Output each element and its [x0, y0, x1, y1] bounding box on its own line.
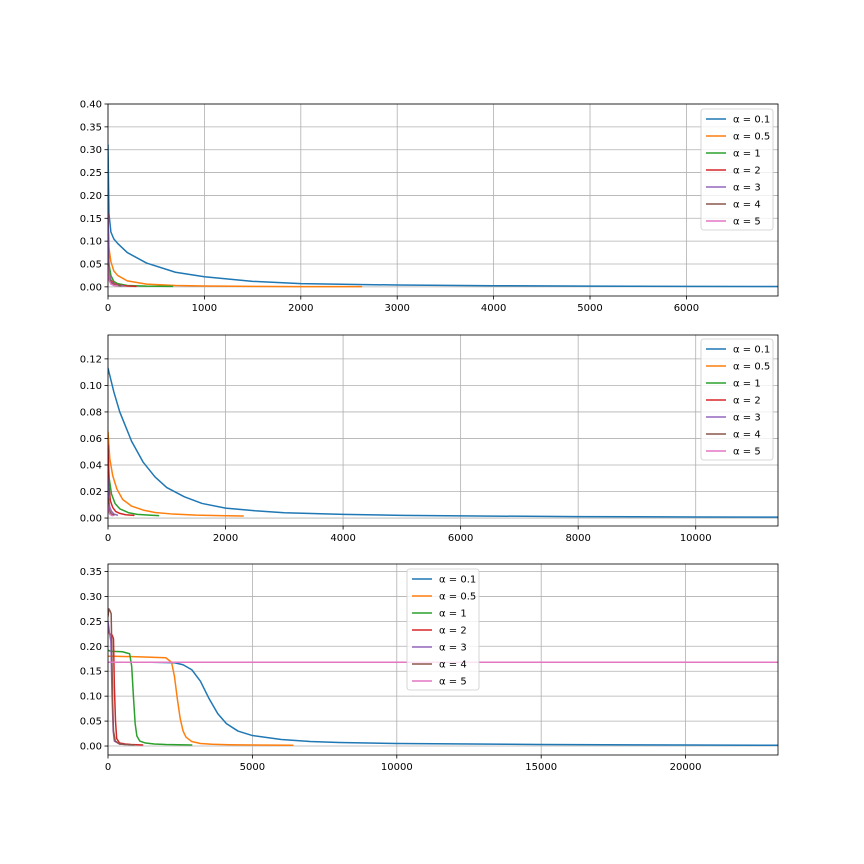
legend-label: α = 5 [439, 677, 467, 688]
y-tick-label: 0.30 [80, 592, 102, 603]
legend-label: α = 4 [733, 430, 761, 441]
series-line-6 [108, 608, 135, 746]
series-line-2 [108, 217, 363, 288]
legend-label: α = 4 [439, 660, 467, 671]
series-line-4 [108, 444, 135, 517]
series-line-7 [108, 265, 119, 287]
x-tick-label: 2000 [288, 303, 313, 314]
y-axis: 0.00 0.05 0.10 0.15 0.20 0.25 0.30 0.35 [80, 567, 108, 753]
y-tick-label: 0.25 [80, 168, 102, 179]
grid [107, 103, 778, 296]
y-tick-label: 0.02 [80, 487, 102, 498]
x-tick-label: 6000 [448, 533, 473, 544]
y-tick-label: 0.00 [80, 742, 102, 753]
x-axis: 0 5000 10000 15000 20000 [105, 755, 702, 773]
subplot-1: 0 1000 2000 3000 4000 5000 6000 0.00 0.05 0.10 0.1… [80, 100, 779, 314]
y-axis: 0.00 0.05 0.10 0.15 0.20 0.25 0.30 0.35 0.40 [80, 100, 108, 293]
x-tick-label: 6000 [674, 303, 699, 314]
x-tick-label: 4000 [330, 533, 355, 544]
legend-label: α = 0.5 [733, 132, 770, 143]
x-tick-label: 4000 [481, 303, 506, 314]
y-tick-label: 0.05 [80, 260, 102, 271]
legend-label: α = 2 [733, 166, 761, 177]
legend-label: α = 1 [733, 149, 761, 160]
series-line-1 [108, 367, 778, 518]
axes-frame [107, 103, 779, 297]
legend-label: α = 0.5 [439, 592, 476, 603]
legend-box [700, 338, 774, 461]
y-tick-label: 0.10 [80, 381, 102, 392]
y-axis: 0.00 0.02 0.04 0.06 0.08 0.10 0.12 [80, 354, 108, 525]
legend-box [700, 108, 774, 231]
x-tick-label: 0 [105, 303, 111, 314]
series-lines [108, 144, 778, 288]
y-tick-label: 0.30 [80, 145, 102, 156]
axes-frame [107, 334, 779, 527]
legend-label: α = 0.1 [733, 115, 770, 126]
x-tick-label: 5000 [240, 762, 265, 773]
legend-box [406, 568, 480, 691]
series-line-3 [108, 448, 160, 517]
subplot-2: 0 2000 4000 6000 8000 100000.000.020.040.060.… [80, 334, 779, 544]
x-tick-label: 0 [105, 533, 111, 544]
y-tick-label: 0.25 [80, 617, 102, 628]
subplot-3: 0 5000 10000 15000 20000 0.00 0.05 0.10 0.15 0.20… [80, 563, 779, 773]
x-axis: 0 2000 4000 6000 8000 10000 [105, 526, 712, 544]
x-axis: 0 1000 2000 3000 4000 5000 6000 [105, 296, 699, 314]
legend: α = 0.1 α = 0.5 α = 1 α = 2 α = 3 α = 4 α = 5 [700, 108, 774, 231]
x-tick-label: 0 [105, 762, 111, 773]
series-lines [108, 367, 778, 518]
x-tick-label: 3000 [384, 303, 409, 314]
y-tick-label: 0.20 [80, 642, 102, 653]
y-tick-label: 0.15 [80, 214, 102, 225]
series-line-2 [108, 431, 244, 517]
legend: α = 0.1 α = 0.5 α = 1 α = 2 α = 3 α = 4 α = 5 [700, 338, 774, 461]
legend: α = 0.1 α = 0.5 α = 1 α = 2 α = 3 α = 4 α = 5 [406, 568, 480, 691]
x-tick-label: 8000 [565, 533, 590, 544]
legend-label: α = 3 [733, 413, 761, 424]
series-line-5 [108, 477, 119, 516]
legend-label: α = 1 [439, 609, 467, 620]
x-tick-label: 10000 [381, 762, 413, 773]
legend-label: α = 2 [439, 626, 467, 637]
y-tick-label: 0.08 [80, 407, 102, 418]
y-tick-label: 0.12 [80, 354, 102, 365]
x-tick-label: 1000 [192, 303, 217, 314]
y-tick-label: 0.00 [80, 514, 102, 525]
legend-label: α = 2 [733, 396, 761, 407]
y-tick-label: 0.40 [80, 100, 102, 111]
y-tick-label: 0.05 [80, 717, 102, 728]
y-tick-label: 0.15 [80, 667, 102, 678]
x-tick-label: 5000 [577, 303, 602, 314]
legend-label: α = 4 [733, 200, 761, 211]
y-tick-label: 0.06 [80, 434, 102, 445]
y-tick-label: 0.04 [80, 460, 102, 471]
series-line-1 [108, 144, 778, 288]
y-tick-label: 0.20 [80, 191, 102, 202]
legend-label: α = 5 [733, 217, 761, 228]
legend-label: α = 5 [733, 447, 761, 458]
legend-label: α = 0.1 [439, 575, 476, 586]
legend-label: α = 0.5 [733, 362, 770, 373]
x-tick-label: 10000 [680, 533, 712, 544]
legend-label: α = 1 [733, 379, 761, 390]
y-tick-label: 0.00 [80, 282, 102, 293]
x-tick-label: 20000 [670, 762, 702, 773]
axes-frame [107, 563, 779, 756]
y-tick-label: 0.35 [80, 567, 102, 578]
y-tick-label: 0.35 [80, 122, 102, 133]
legend-label: α = 3 [439, 643, 467, 654]
y-tick-label: 0.10 [80, 692, 102, 703]
legend-label: α = 3 [733, 183, 761, 194]
series-line-3 [108, 649, 193, 746]
x-tick-label: 15000 [525, 762, 557, 773]
y-tick-label: 0.10 [80, 237, 102, 248]
series-line-2 [108, 655, 294, 747]
x-tick-label: 2000 [213, 533, 238, 544]
legend-label: α = 0.1 [733, 345, 770, 356]
